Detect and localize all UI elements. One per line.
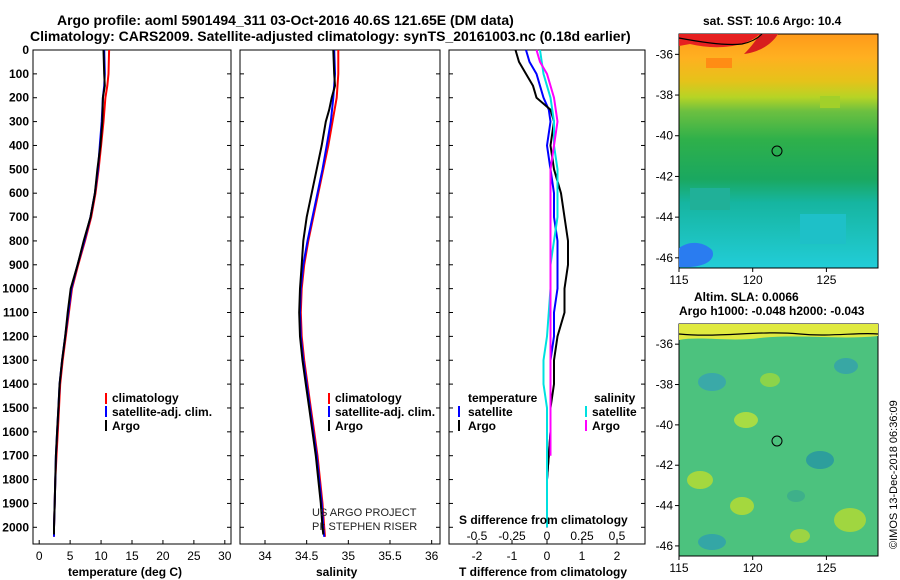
y-tick-label: 200 <box>9 91 29 105</box>
y-tick-label: 300 <box>9 115 29 129</box>
y-tick-label: 100 <box>9 67 29 81</box>
y-tick-label: 1200 <box>2 329 29 343</box>
sla-map-title-line-1: Altim. SLA: 0.0066 <box>694 290 799 304</box>
timestamp-label: ©IMOS 13-Dec-2018 06:36:09 <box>888 400 900 549</box>
y-tick-label: 1500 <box>2 401 29 415</box>
x-axis-label: temperature (deg C) <box>68 565 182 579</box>
y-tick-label: 1400 <box>2 377 29 391</box>
y-tick-label: 700 <box>9 210 29 224</box>
plot-area <box>32 49 232 545</box>
y-tick-label: 1600 <box>2 425 29 439</box>
x-tick-label: 5 <box>67 549 74 563</box>
y-tick-label: 400 <box>9 138 29 152</box>
x-tick-label: 15 <box>125 549 139 563</box>
x-tick-label: 0 <box>36 549 43 563</box>
x-tick-label: 20 <box>156 549 170 563</box>
y-tick-label: 1700 <box>2 449 29 463</box>
y-tick-label: 1900 <box>2 496 29 510</box>
y-tick-label: 900 <box>9 258 29 272</box>
y-tick-label: 800 <box>9 234 29 248</box>
legend-label-satellite: satellite-adj. clim. <box>112 405 212 419</box>
sla-map-title-line-2: Argo h1000: -0.048 h2000: -0.043 <box>679 304 865 318</box>
y-tick-label: 1800 <box>2 473 29 487</box>
y-tick-label: 0 <box>22 43 29 57</box>
y-tick-label: 600 <box>9 186 29 200</box>
title-line-2: Climatology: CARS2009. Satellite-adjuste… <box>30 28 631 44</box>
y-tick-label: 1100 <box>3 306 29 320</box>
y-tick-label: 1300 <box>2 353 29 367</box>
y-tick-label: 1000 <box>2 282 29 296</box>
sst-map-title: sat. SST: 10.6 Argo: 10.4 <box>703 14 842 28</box>
x-tick-label: 10 <box>94 549 108 563</box>
legend-label-climatology: climatology <box>112 391 179 405</box>
y-tick-label: 500 <box>9 162 29 176</box>
legend-label-argo: Argo <box>112 419 140 433</box>
y-tick-label: 2000 <box>2 520 29 534</box>
legend: climatology satellite-adj. clim. Argo <box>105 391 212 433</box>
x-tick-label: 30 <box>218 549 232 563</box>
series-line-argo <box>53 49 106 535</box>
x-tick-label: 25 <box>187 549 201 563</box>
title-line-1: Argo profile: aoml 5901494_311 03-Oct-20… <box>57 12 514 28</box>
